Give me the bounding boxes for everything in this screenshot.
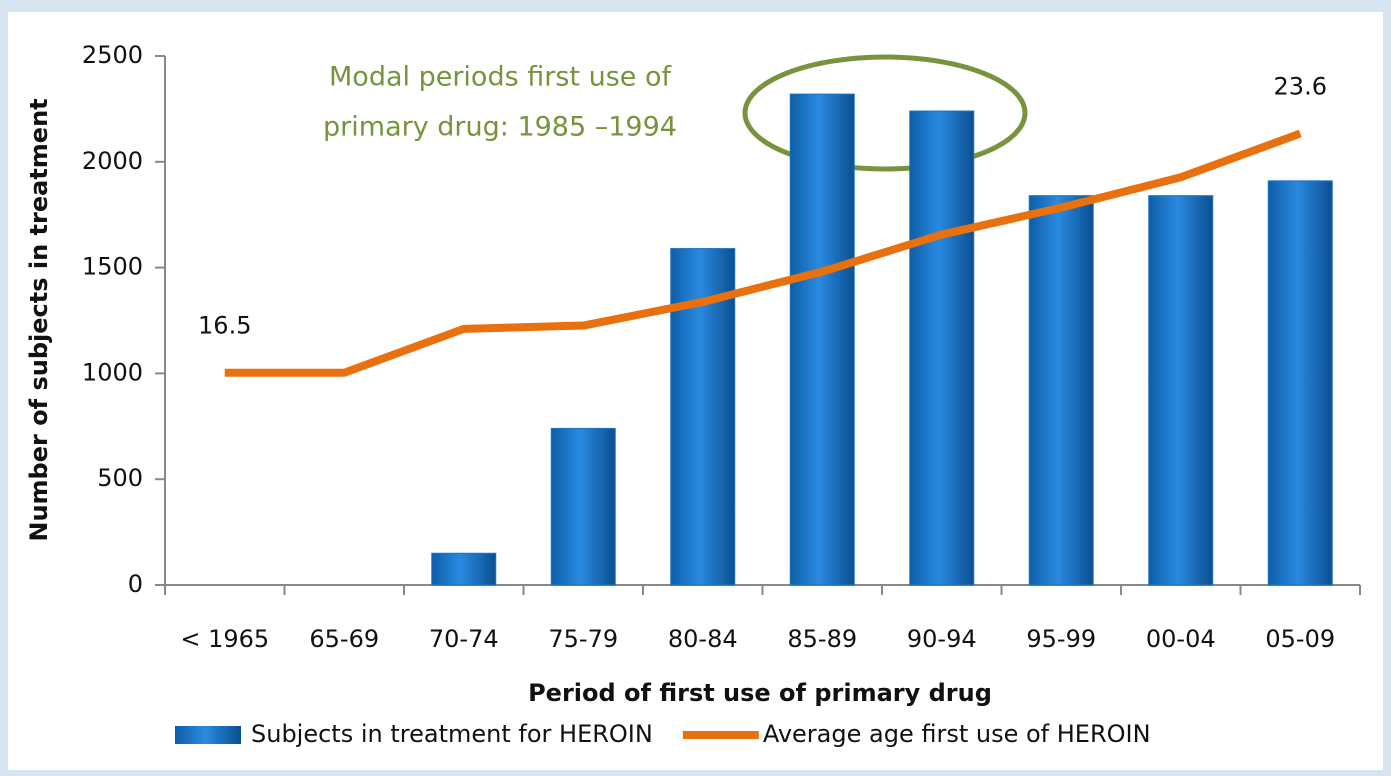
x-tick-label: 85-89 (787, 625, 857, 653)
annotation: Modal periods first use of (329, 62, 672, 93)
x-tick-label: 70-74 (429, 625, 499, 653)
x-tick-label: 75-79 (548, 625, 618, 653)
y-tick-label: 0 (128, 570, 143, 598)
y-tick-label: 500 (97, 464, 143, 492)
x-axis-title: Period of first use of primary drug (528, 679, 992, 707)
annotation: primary drug: 1985 –1994 (323, 112, 677, 143)
x-tick-label: 00-04 (1146, 625, 1216, 653)
y-tick-label: 1000 (82, 358, 143, 386)
data-label: 16.5 (198, 312, 251, 340)
legend-label: Subjects in treatment for HEROIN (251, 720, 653, 748)
x-tick-label: 05-09 (1265, 625, 1335, 653)
bar (1028, 195, 1094, 586)
bar (431, 552, 497, 586)
x-tick-label: 95-99 (1026, 625, 1096, 653)
bar (550, 427, 616, 586)
y-axis-title: Number of subjects in treatment (25, 98, 53, 541)
x-tick-label: < 1965 (180, 625, 269, 653)
bar (1267, 180, 1333, 586)
x-tick-label: 65-69 (309, 625, 379, 653)
bar (1148, 195, 1214, 586)
bar (789, 93, 855, 586)
x-tick-label: 80-84 (668, 625, 738, 653)
y-tick-label: 2000 (82, 147, 143, 175)
annotation-ellipse (742, 54, 1028, 172)
line (224, 129, 1302, 377)
legend-label: Average age first use of HEROIN (763, 720, 1151, 748)
x-tick-label: 90-94 (907, 625, 977, 653)
data-label: 23.6 (1274, 72, 1327, 100)
y-tick-label: 1500 (82, 253, 143, 281)
y-tick-label: 2500 (82, 41, 143, 69)
bar (909, 110, 975, 586)
legend-swatch (175, 726, 241, 744)
